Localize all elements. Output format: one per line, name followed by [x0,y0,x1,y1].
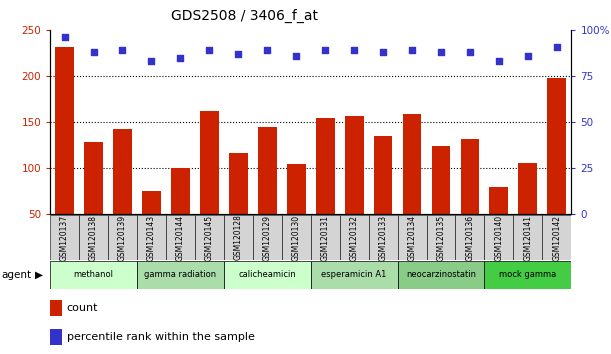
Text: methanol: methanol [73,270,114,279]
Text: GDS2508 / 3406_f_at: GDS2508 / 3406_f_at [171,9,318,23]
Bar [79,215,108,260]
Bar [374,136,392,260]
Point [407,47,417,53]
Bar [171,168,190,260]
Bar [310,261,398,289]
Bar [519,162,537,260]
Bar [55,47,74,260]
Bar [543,215,571,260]
Text: calicheamicin: calicheamicin [238,270,296,279]
Bar [142,191,161,260]
Text: GSM120130: GSM120130 [291,215,301,261]
Point [262,47,272,53]
Bar [113,129,132,260]
Bar [345,116,364,260]
Bar [398,215,426,260]
Point [291,53,301,59]
Bar [224,261,310,289]
Bar [50,300,62,316]
Bar [455,215,485,260]
Text: GSM120144: GSM120144 [176,215,185,261]
Bar [287,164,306,260]
Point [523,53,533,59]
Bar [229,153,247,260]
Text: ▶: ▶ [35,270,43,280]
Bar [84,142,103,260]
Text: percentile rank within the sample: percentile rank within the sample [67,332,254,342]
Text: GSM120141: GSM120141 [524,215,532,261]
Text: GSM120135: GSM120135 [436,215,445,261]
Bar [431,146,450,260]
Point [205,47,214,53]
Text: GSM120132: GSM120132 [349,215,359,261]
Point [117,47,127,53]
Text: GSM120131: GSM120131 [321,215,330,261]
Text: GSM120137: GSM120137 [60,215,69,261]
Text: GSM120134: GSM120134 [408,215,417,261]
Point [552,44,562,50]
Bar [316,118,335,260]
Bar [398,261,485,289]
Bar [253,215,282,260]
Bar [485,261,571,289]
Bar [50,215,79,260]
Text: GSM120138: GSM120138 [89,215,98,261]
Text: GSM120142: GSM120142 [552,215,562,261]
Text: GSM120136: GSM120136 [466,215,475,261]
Point [349,47,359,53]
Bar [547,78,566,260]
Point [89,49,98,55]
Point [233,51,243,57]
Point [147,58,156,64]
Text: count: count [67,303,98,313]
Text: mock gamma: mock gamma [499,270,557,279]
Bar [108,215,137,260]
Bar [224,215,253,260]
Point [60,35,70,40]
Bar [258,127,277,260]
Bar [137,261,224,289]
Text: gamma radiation: gamma radiation [144,270,216,279]
Bar [368,215,398,260]
Bar [50,261,137,289]
Text: GSM120133: GSM120133 [379,215,387,261]
Text: GSM120139: GSM120139 [118,215,127,261]
Text: GSM120145: GSM120145 [205,215,214,261]
Bar [50,329,62,345]
Bar [513,215,543,260]
Point [378,49,388,55]
Text: GSM120128: GSM120128 [234,215,243,261]
Point [436,49,446,55]
Bar [310,215,340,260]
Bar [461,139,480,260]
Point [320,47,330,53]
Text: neocarzinostatin: neocarzinostatin [406,270,476,279]
Point [465,49,475,55]
Text: GSM120143: GSM120143 [147,215,156,261]
Bar [166,215,195,260]
Bar [403,114,422,260]
Bar [282,215,310,260]
Bar [340,215,368,260]
Text: esperamicin A1: esperamicin A1 [321,270,387,279]
Text: GSM120140: GSM120140 [494,215,503,261]
Text: agent: agent [1,270,31,280]
Bar [200,111,219,260]
Bar [137,215,166,260]
Bar [195,215,224,260]
Bar [485,215,513,260]
Point [175,55,185,61]
Bar [426,215,455,260]
Text: GSM120129: GSM120129 [263,215,272,261]
Bar [489,188,508,260]
Point [494,58,504,64]
